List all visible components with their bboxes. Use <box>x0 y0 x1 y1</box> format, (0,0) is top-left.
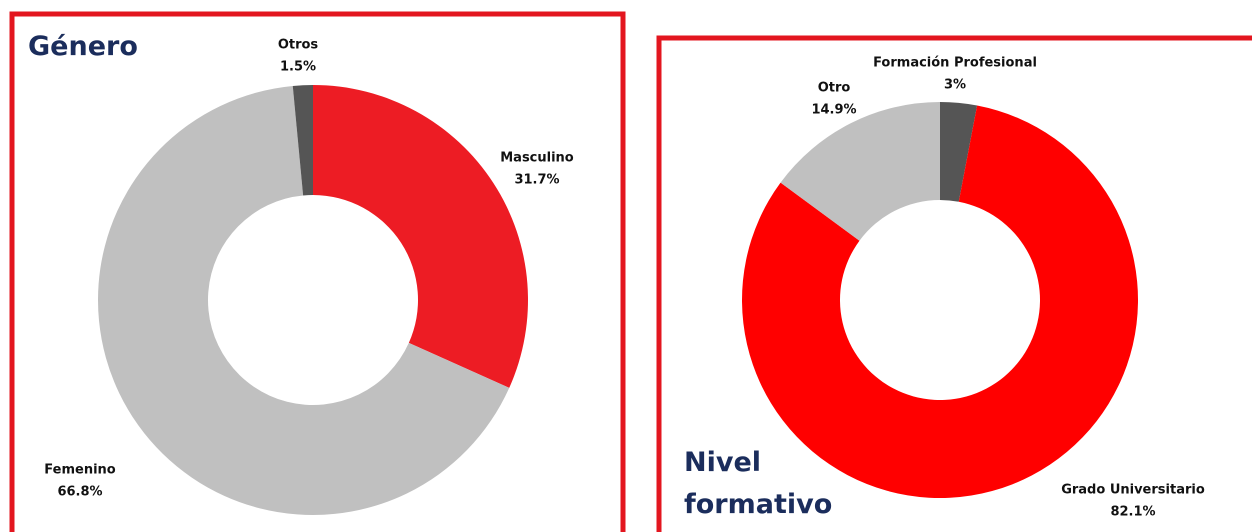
legend-label: Otros <box>278 38 319 53</box>
donut-segment <box>741 105 1138 498</box>
legend-label: Formación Profesional <box>873 56 1037 71</box>
legend-label: Masculino <box>500 151 574 166</box>
data-label: 82.1% <box>1110 505 1155 520</box>
donut-segment <box>292 85 313 196</box>
legend-label: Otro <box>818 81 851 96</box>
chart-title: Género <box>28 31 138 62</box>
donut-segment <box>940 102 978 202</box>
donut-segment <box>780 102 940 241</box>
data-label: 3% <box>944 78 966 93</box>
donut-segment <box>98 85 510 516</box>
donut-segment <box>313 85 528 388</box>
chart-title: Nivel formativo <box>684 447 833 520</box>
data-label: 31.7% <box>514 173 559 188</box>
panel-border <box>656 35 1252 532</box>
data-label: 1.5% <box>280 60 316 75</box>
legend-label: Grado Universitario <box>1061 483 1205 498</box>
legend-label: Femenino <box>44 463 115 478</box>
data-label: 14.9% <box>811 103 856 118</box>
data-label: 66.8% <box>57 485 102 500</box>
panel-border <box>9 11 626 532</box>
